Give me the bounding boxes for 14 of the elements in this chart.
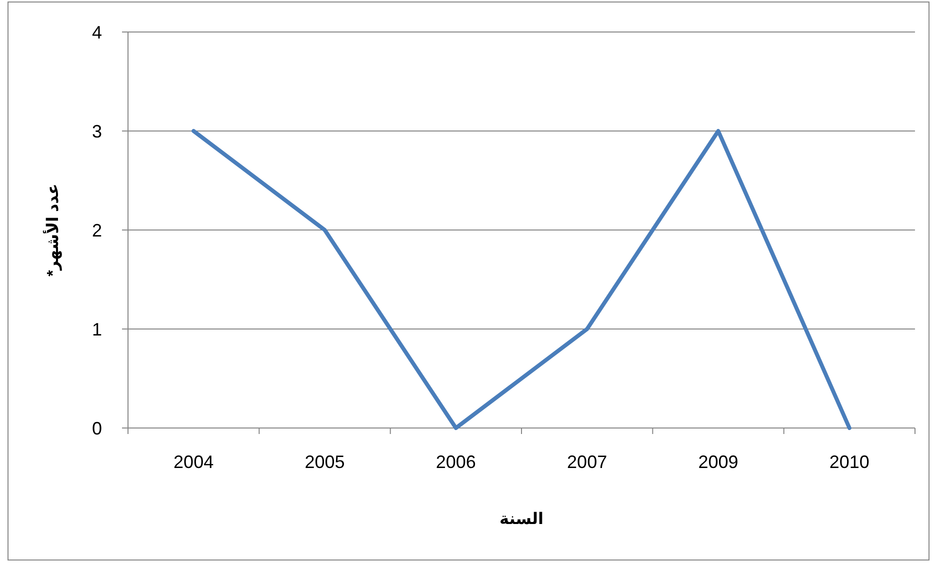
x-axis-title: السنة [499, 511, 544, 528]
x-tick-label: 2010 [829, 452, 870, 472]
x-tick-label: 2006 [436, 452, 476, 472]
x-tick-label: 2005 [304, 452, 345, 472]
y-tick-label: 4 [92, 22, 102, 42]
y-tick-label: 0 [92, 418, 102, 438]
y-tick-label: 3 [92, 121, 102, 142]
x-tick-label: 2009 [698, 452, 738, 472]
x-tick-label: 2007 [567, 452, 608, 472]
y-axis-title: عدد الأشهر* [42, 184, 62, 276]
x-tick-label: 2004 [174, 452, 214, 472]
y-tick-label: 1 [92, 319, 102, 340]
y-tick-label: 2 [92, 220, 102, 240]
line-series [192, 129, 852, 430]
